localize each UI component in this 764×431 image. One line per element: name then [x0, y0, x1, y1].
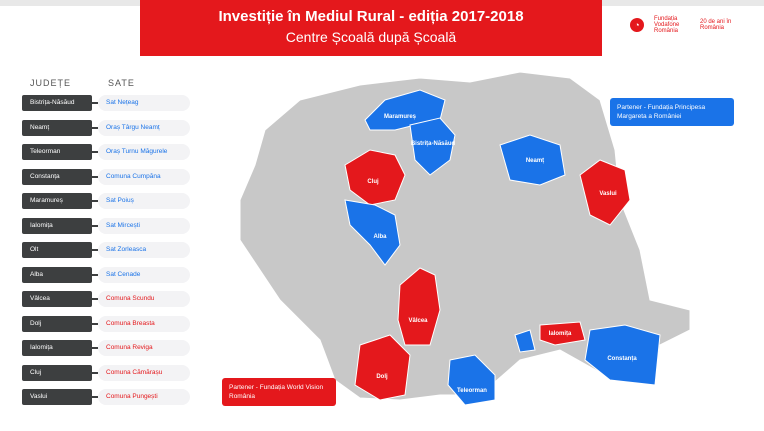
county-valcea: [397, 267, 441, 346]
village-label: Comuna Breasta: [98, 315, 190, 332]
table-row: Vaslui Comuna Pungești: [22, 389, 190, 405]
county-vaslui: [579, 159, 631, 226]
county-cluj: [344, 149, 406, 206]
village-label: Sat Cenade: [98, 266, 190, 283]
county-label: Maramureș: [22, 193, 92, 209]
county-label: Ialomița: [22, 217, 92, 234]
connector: [92, 224, 98, 227]
partner-callout-red: Partener - Fundația World Vision România: [222, 378, 336, 406]
county-header: JUDEȚE: [30, 78, 72, 88]
table-row: Alba Sat Cenade: [22, 266, 190, 283]
county-label: Constanța: [22, 168, 92, 185]
village-label: Sat Nețeag: [98, 95, 190, 111]
county-dolj: [354, 334, 411, 401]
county-label: Vaslui: [22, 389, 92, 405]
map-label-vaslui: Vaslui: [599, 191, 617, 197]
county-label: Vâlcea: [22, 291, 92, 307]
village-label: Comuna Reviga: [98, 340, 190, 356]
connector: [92, 175, 98, 178]
village-label: Comuna Cămărașu: [98, 364, 190, 381]
county-ilfov: [514, 329, 536, 353]
vodafone-foundation-logo: Fundația Vodafone România: [654, 16, 680, 34]
village-label: Oraș Târgu Neamț: [98, 119, 190, 136]
anniversary-logo: 20 de ani în România: [700, 19, 732, 31]
village-label: Oraș Turnu Măgurele: [98, 144, 190, 160]
county-label: Alba: [22, 266, 92, 283]
table-row: Dolj Comuna Breasta: [22, 315, 190, 332]
table-row: Vâlcea Comuna Scundu: [22, 291, 190, 307]
county-constanta: [584, 324, 661, 386]
map-label-maramures: Maramureș: [384, 114, 417, 120]
map-label-constanta: Constanța: [607, 356, 637, 362]
table-row: Neamț Oraș Târgu Neamț: [22, 119, 190, 136]
connector: [92, 347, 98, 349]
table-row: Cluj Comuna Cămărașu: [22, 364, 190, 381]
county-ialomita: [539, 321, 586, 346]
connector: [92, 298, 98, 300]
connector: [92, 126, 98, 129]
connector: [92, 371, 98, 374]
table-row: Olt Sat Zorleasca: [22, 242, 190, 258]
map-label-cluj: Cluj: [367, 179, 379, 185]
table-row: Ialomița Sat Mircești: [22, 217, 190, 234]
map-label-dolj: Dolj: [376, 374, 388, 380]
map-label-valcea: Vâlcea: [408, 318, 428, 324]
map-label-neamt: Neamț: [526, 158, 544, 164]
connector: [92, 249, 98, 251]
connector: [92, 200, 98, 202]
map-label-ialomita: Ialomița: [549, 331, 572, 337]
vodafone-logo-icon: ◔: [630, 18, 644, 32]
county-label: Ialomița: [22, 340, 92, 356]
county-bistrita: [409, 117, 456, 176]
county-label: Bistrița-Năsăud: [22, 95, 92, 111]
connector: [92, 273, 98, 276]
connector: [92, 102, 98, 104]
table-row: Teleorman Oraș Turnu Măgurele: [22, 144, 190, 160]
table-row: Ialomița Comuna Reviga: [22, 340, 190, 356]
table-row: Bistrița-Năsăud Sat Nețeag: [22, 95, 190, 111]
county-label: Dolj: [22, 315, 92, 332]
logos: ◔ Fundația Vodafone România 20 de ani în…: [630, 16, 736, 34]
county-label: Neamț: [22, 119, 92, 136]
village-label: Comuna Cumpăna: [98, 168, 190, 185]
table-row: Maramureș Sat Poiuș: [22, 193, 190, 209]
county-teleorman: [447, 354, 496, 406]
village-header: SATE: [108, 78, 135, 88]
table-row: Constanța Comuna Cumpăna: [22, 168, 190, 185]
village-label: Sat Zorleasca: [98, 242, 190, 258]
partner-callout-blue: Partener - Fundația Principesa Margareta…: [610, 98, 734, 126]
county-label: Cluj: [22, 364, 92, 381]
connector: [92, 322, 98, 325]
page-title: Investiție în Mediul Rural - ediția 2017…: [218, 8, 524, 25]
page-subtitle: Centre Școală după Școală: [285, 29, 457, 45]
map-label-bistrita: Bistrița-Năsăud: [411, 141, 456, 147]
village-label: Sat Mircești: [98, 217, 190, 234]
title-banner: Investiție în Mediul Rural - ediția 2017…: [140, 0, 602, 56]
connector: [92, 396, 98, 398]
village-label: Comuna Pungești: [98, 389, 190, 405]
connector: [92, 151, 98, 153]
county-label: Olt: [22, 242, 92, 258]
county-label: Teleorman: [22, 144, 92, 160]
county-alba: [344, 199, 401, 266]
village-label: Comuna Scundu: [98, 291, 190, 307]
village-label: Sat Poiuș: [98, 193, 190, 209]
map-label-teleorman: Teleorman: [457, 388, 487, 394]
map-label-alba: Alba: [373, 234, 387, 240]
county-neamt: [499, 134, 566, 186]
